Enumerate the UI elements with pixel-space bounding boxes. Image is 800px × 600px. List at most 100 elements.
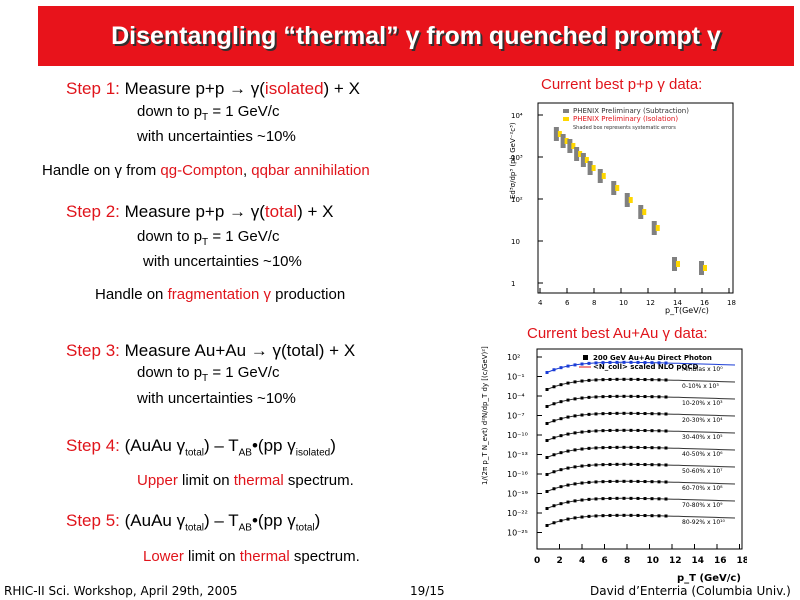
pp-legend1: PHENIX Preliminary (Subtraction): [573, 107, 689, 115]
auau-point: [615, 411, 619, 415]
auau-ytick-label: 10⁻¹⁶: [507, 470, 528, 479]
auau-point: [559, 485, 563, 489]
auau-point: [559, 434, 563, 438]
auau-point: [566, 415, 570, 419]
step4-note-c: thermal: [233, 472, 284, 489]
auau-point: [552, 521, 556, 525]
pp-xtick-label: 10: [619, 299, 628, 307]
auau-point: [615, 428, 619, 432]
auau-point: [580, 413, 584, 417]
auau-point: [601, 480, 605, 484]
auau-point: [594, 429, 598, 433]
step4-p4: ): [330, 436, 336, 455]
step2-line3: with uncertainties ~10%: [143, 253, 302, 270]
auau-point: [601, 514, 605, 518]
step1-line2: down to pT = 1 GeV/c: [137, 103, 279, 123]
auau-point: [601, 412, 605, 416]
auau-centrality-label: 10-20% x 10³: [682, 400, 723, 407]
auau-point: [622, 496, 626, 500]
auau-point: [594, 395, 598, 399]
step2-text-b: total: [264, 202, 298, 221]
auau-point: [587, 514, 591, 518]
auau-point: [664, 395, 668, 399]
auau-point: [664, 361, 668, 365]
step2-handle-b: fragmentation γ: [167, 286, 271, 303]
auau-point: [636, 479, 640, 483]
step1-text-c: ) + X: [323, 79, 360, 98]
step1-line2-a: down to p: [137, 103, 203, 120]
auau-point: [664, 497, 668, 501]
auau-legend1-marker: [583, 355, 588, 360]
auau-point: [573, 380, 577, 384]
auau-point: [657, 429, 661, 433]
auau-xtick-label: 6: [602, 556, 608, 566]
step1-handle-a: Handle on γ from: [42, 162, 161, 179]
auau-point: [566, 483, 570, 487]
pp-plot-frame: [537, 102, 734, 294]
auau-point: [552, 453, 556, 457]
auau-point: [608, 360, 612, 364]
auau-point: [664, 514, 668, 518]
auau-centrality-label: 50-60% x 10⁷: [682, 468, 723, 475]
step5-p2: ) – T: [204, 511, 239, 530]
auau-point: [566, 449, 570, 453]
pp-xtick-label: 14: [673, 299, 682, 307]
title-banner: Disentangling “thermal” γ from quenched …: [38, 6, 794, 66]
auau-point: [601, 361, 605, 365]
step3-line2: down to pT = 1 GeV/c: [137, 364, 279, 384]
step4-p2: ) – T: [204, 436, 239, 455]
auau-point: [650, 412, 654, 416]
step4-note: Upper limit on thermal spectrum.: [137, 472, 354, 489]
step3-text: Measure Au+Au → γ(total) + X: [124, 341, 356, 360]
auau-point: [594, 378, 598, 382]
step1-handle: Handle on γ from qg-Compton, qqbar annih…: [42, 162, 370, 179]
step4-s2: AB: [238, 447, 252, 459]
pp-point-isolation: [564, 138, 569, 144]
auau-point: [664, 446, 668, 450]
pp-yticks: 10⁴ 10³ 10² 10 1: [511, 112, 543, 288]
auau-point: [636, 394, 640, 398]
auau-point: [608, 445, 612, 449]
auau-point: [559, 502, 563, 506]
pp-point-subtraction: [699, 261, 704, 275]
auau-point: [559, 468, 563, 472]
auau-point: [573, 397, 577, 401]
step5-note: Lower limit on thermal spectrum.: [143, 548, 360, 565]
auau-point: [545, 422, 549, 425]
page-number: 19/15: [410, 584, 445, 598]
pp-xtick-label: 6: [565, 299, 570, 307]
auau-point: [629, 462, 633, 466]
step5-formula: Step 5: (AuAu γtotal) – TAB•(pp γtotal): [66, 511, 320, 533]
step4-p3: •(pp γ: [251, 436, 296, 455]
auau-point: [545, 405, 549, 408]
auau-point: [601, 497, 605, 501]
auau-point: [636, 462, 640, 466]
auau-centrality-label: 40-50% x 10⁶: [682, 451, 723, 458]
pp-point-isolation: [571, 143, 576, 149]
auau-point: [650, 463, 654, 467]
auau-point: [608, 513, 612, 517]
auau-photon-svg: 1/(2π p_T N_evt) d²N/dp_T dy [(c/GeV)²] …: [481, 346, 749, 584]
auau-point: [573, 448, 577, 452]
step5-note-d: spectrum.: [289, 548, 360, 565]
pp-point-isolation: [557, 131, 562, 137]
auau-point: [657, 463, 661, 467]
step5-s1: total: [185, 522, 204, 534]
auau-point: [552, 419, 556, 423]
pp-legend3: Shaded box represents systematic errors: [573, 125, 676, 131]
auau-point: [615, 360, 619, 364]
auau-point: [580, 498, 584, 502]
auau-point: [615, 496, 619, 500]
step1-handle-c: ,: [242, 162, 252, 179]
pp-xticks: 4 6 8 10 12 14 16 18: [538, 288, 736, 307]
footer-left: RHIC-II Sci. Workshop, April 29th, 2005: [4, 584, 238, 598]
auau-point: [629, 377, 633, 381]
auau-point: [629, 428, 633, 432]
auau-ytick-label: 10²: [507, 353, 520, 362]
auau-point: [650, 446, 654, 450]
auau-point: [545, 388, 549, 391]
auau-point: [629, 479, 633, 483]
auau-point: [650, 429, 654, 433]
step3-heading: Step 3: Measure Au+Au → γ(total) + X: [66, 341, 355, 361]
auau-point: [580, 464, 584, 468]
